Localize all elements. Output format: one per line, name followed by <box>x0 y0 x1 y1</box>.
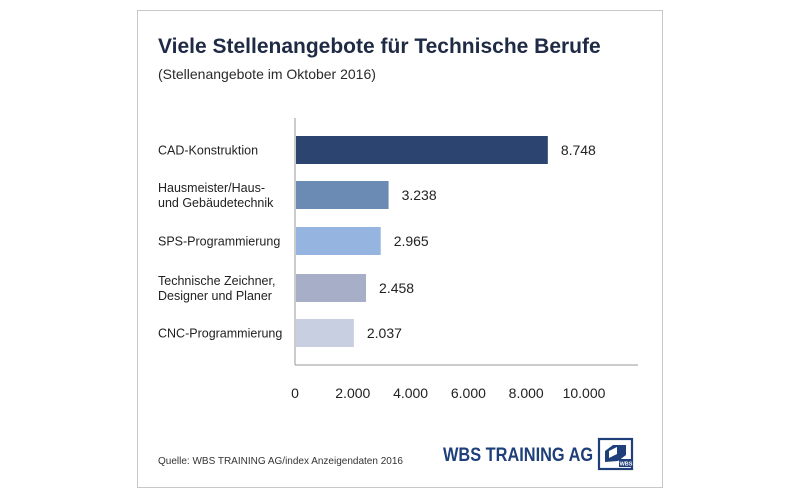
bar-3 <box>296 227 381 255</box>
category-label-4-line-2: Designer und Planer <box>158 289 272 303</box>
x-tick-label-1: 0 <box>291 385 299 401</box>
x-tick-label-4: 6.000 <box>451 385 486 401</box>
category-label-2-line-1: Hausmeister/Haus- <box>158 181 265 195</box>
category-label-4-line-1: Technische Zeichner, <box>158 274 275 288</box>
x-tick-label-5: 8.000 <box>509 385 544 401</box>
value-label-3: 2.965 <box>394 233 429 249</box>
bar-2 <box>296 181 389 209</box>
category-label-3-line-1: SPS-Programmierung <box>158 235 280 249</box>
chart-frame <box>137 10 663 488</box>
source-note: Quelle: WBS TRAINING AG/index Anzeigenda… <box>158 456 403 467</box>
chart-subtitle: (Stellenangebote im Oktober 2016) <box>158 66 376 82</box>
chart-title: Viele Stellenangebote für Technische Ber… <box>158 35 601 58</box>
bar-5 <box>296 319 354 347</box>
value-label-2: 3.238 <box>402 187 437 203</box>
logo-text: WBS <box>620 462 633 468</box>
value-label-1: 8.748 <box>561 142 596 158</box>
bar-1 <box>296 136 548 164</box>
value-label-5: 2.037 <box>367 325 402 341</box>
category-label-5-line-1: CNC-Programmierung <box>158 327 282 341</box>
wbs-logo-icon: WBS <box>597 437 634 471</box>
bar-4 <box>296 274 367 302</box>
x-tick-label-6: 10.000 <box>563 385 606 401</box>
x-tick-label-2: 2.000 <box>335 385 370 401</box>
value-label-4: 2.458 <box>379 280 414 296</box>
category-label-2-line-2: und Gebäudetechnik <box>158 196 274 210</box>
x-tick-label-3: 4.000 <box>393 385 428 401</box>
brand-name: WBS TRAINING AG <box>443 445 594 466</box>
category-label-1-line-1: CAD-Konstruktion <box>158 144 258 158</box>
